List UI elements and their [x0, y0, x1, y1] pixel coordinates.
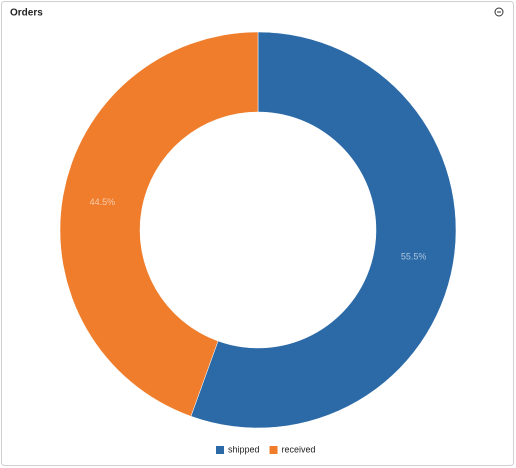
value-label: 44.5%: [90, 197, 116, 207]
collapse-icon[interactable]: [494, 7, 504, 17]
legend-label: shipped: [228, 444, 260, 454]
donut-slice: [190, 31, 457, 429]
legend-swatch: [216, 446, 224, 454]
legend-label: received: [282, 444, 316, 454]
legend-swatch: [269, 446, 278, 454]
chart-title: Orders: [10, 8, 43, 19]
value-label: 55.5%: [401, 252, 427, 262]
